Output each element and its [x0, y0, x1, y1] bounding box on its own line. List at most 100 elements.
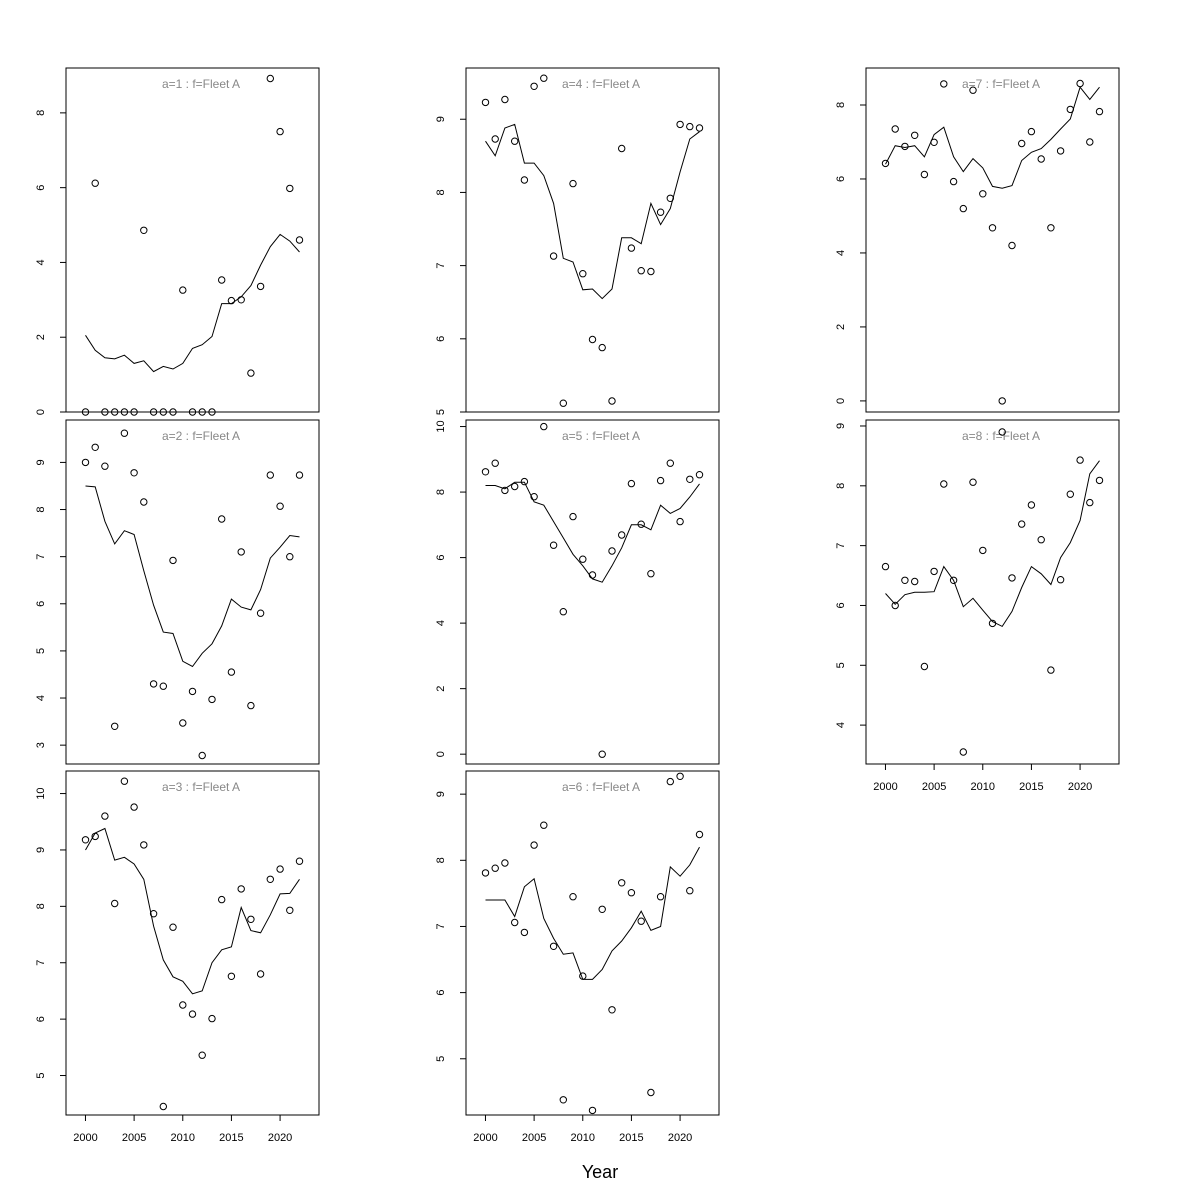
observed-point [295, 857, 304, 865]
y-tick-label: 6 [35, 601, 47, 607]
observed-point [179, 286, 187, 294]
x-tick-label: 2020 [1068, 781, 1092, 793]
observed-point [149, 910, 158, 918]
observed-point [247, 369, 255, 377]
panel-a4: a=4 : f=Fleet A 5 6 7 8 9 [435, 67, 720, 415]
observed-point [608, 547, 616, 555]
observed-point [608, 1006, 616, 1014]
observed-point [256, 282, 265, 291]
observed-point [481, 869, 490, 877]
y-tick-label: 8 [835, 102, 847, 108]
observed-point [969, 478, 977, 486]
panel-title: a=6 : f=Fleet A [562, 780, 640, 794]
observed-point [188, 687, 197, 696]
observed-point [198, 1051, 206, 1059]
observed-point [676, 517, 684, 526]
observed-point [120, 777, 129, 785]
observed-point [930, 567, 938, 576]
panel-frame [65, 419, 320, 765]
observed-point [549, 252, 558, 260]
observed-point [266, 74, 274, 83]
observed-point [159, 1102, 168, 1111]
observed-point [179, 719, 187, 727]
observed-point [647, 1088, 655, 1097]
observed-point [1008, 241, 1016, 250]
observed-point [969, 86, 977, 94]
observed-point [911, 577, 919, 586]
fitted-line [85, 485, 300, 668]
observed-point [559, 1096, 567, 1104]
x-tick-label: 2015 [619, 1132, 643, 1144]
observed-point [998, 397, 1006, 405]
observed-point [930, 138, 938, 147]
observed-point [276, 865, 284, 873]
observed-point [140, 226, 148, 235]
observed-point [218, 515, 226, 523]
observed-point [891, 125, 899, 133]
observed-point [295, 471, 304, 479]
panel-a5: a=5 : f=Fleet A 0 2 4 6 8 10 [435, 419, 720, 765]
observed-point [647, 267, 655, 276]
observed-point [111, 408, 119, 416]
observed-point [579, 555, 587, 563]
observed-point [1037, 155, 1045, 163]
observed-point [130, 803, 138, 811]
observed-point [530, 841, 538, 849]
y-tick-label: 8 [435, 189, 447, 195]
x-tick-label: 2010 [571, 1132, 595, 1144]
observed-point [481, 98, 490, 107]
y-tick-label: 6 [435, 990, 447, 996]
y-tick-label: 5 [35, 1072, 47, 1078]
observed-point [520, 477, 529, 486]
observed-point [1076, 456, 1084, 464]
y-tick-label: 0 [35, 409, 47, 415]
observed-point [676, 120, 684, 129]
y-tick-label: 2 [835, 324, 847, 330]
y-tick-label: 4 [835, 722, 847, 728]
panel-title: a=8 : f=Fleet A [962, 429, 1040, 443]
observed-point [1027, 127, 1036, 136]
y-tick-label: 6 [35, 185, 47, 191]
observed-point [530, 493, 538, 501]
y-tick-label: 6 [35, 1016, 47, 1022]
y-tick-label: 9 [35, 847, 47, 853]
observed-point [666, 459, 674, 467]
x-tick-label: 2000 [73, 1132, 97, 1144]
y-tick-label: 6 [835, 176, 847, 182]
y-tick-label: 2 [435, 686, 447, 692]
observed-point [656, 893, 665, 901]
observed-point [501, 95, 509, 104]
panel-frame [65, 770, 320, 1116]
x-tick-label: 2000 [473, 1132, 497, 1144]
observed-point [998, 428, 1006, 436]
observed-point [676, 772, 684, 780]
observed-point [276, 127, 284, 136]
observed-point [169, 556, 177, 565]
observed-point [120, 429, 129, 437]
y-tick-label: 0 [435, 751, 447, 757]
x-tick-label: 2010 [971, 781, 995, 793]
y-tick-label: 7 [435, 263, 447, 269]
observed-point [920, 662, 929, 671]
x-tick-label: 2020 [668, 1132, 692, 1144]
observed-point [256, 609, 265, 617]
observed-point [627, 244, 636, 252]
observed-point [159, 408, 168, 416]
y-tick-label: 4 [835, 250, 847, 256]
observed-point [940, 80, 948, 88]
observed-point [579, 972, 587, 980]
y-tick-label: 5 [835, 662, 847, 668]
observed-point [686, 475, 694, 483]
fitted-line [85, 233, 300, 373]
observed-point [618, 144, 626, 153]
observed-point [91, 179, 99, 187]
observed-point [949, 576, 958, 584]
y-tick-label: 5 [435, 1056, 447, 1062]
observed-point [188, 1010, 197, 1018]
y-tick-label: 8 [435, 857, 447, 863]
observed-point [91, 443, 99, 451]
observed-point [140, 498, 148, 506]
observed-point [130, 408, 138, 416]
observed-point [247, 915, 255, 923]
